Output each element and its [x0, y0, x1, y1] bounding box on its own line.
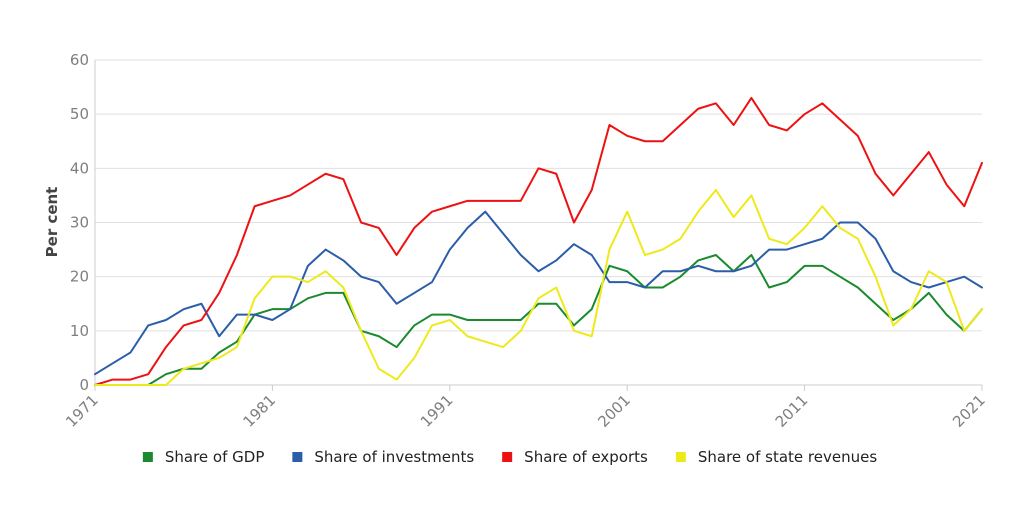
legend: Share of GDP Share of investments Share of…	[142, 448, 877, 466]
y-tick-label: 60	[70, 51, 89, 69]
y-tick-label: 10	[70, 322, 89, 340]
series-line-share-of-state-revenues	[94, 189, 983, 386]
y-tick-label: 0	[79, 376, 89, 394]
y-tick-label: 40	[70, 159, 89, 177]
legend-label: Share of investments	[314, 448, 474, 466]
legend-label: Share of exports	[524, 448, 648, 466]
x-tick-label: 2021	[949, 391, 989, 431]
axes: 0 10 20 30 40 50 60 1971 1981 1991 2001 2011 2021	[62, 51, 989, 431]
y-tick-label: 50	[70, 105, 89, 123]
series-lines	[94, 96, 983, 386]
legend-swatch	[502, 452, 513, 462]
series-line-share-of-investments	[94, 210, 983, 376]
legend-item[interactable]: Share of exports	[502, 448, 648, 466]
legend-item[interactable]: Share of GDP	[142, 448, 265, 466]
legend-item[interactable]: Share of state revenues	[675, 448, 877, 466]
legend-item[interactable]: Share of investments	[292, 448, 474, 466]
legend-swatch	[142, 452, 153, 462]
x-tick-label: 1981	[239, 391, 279, 431]
y-tick-label: 20	[70, 268, 89, 286]
series-line-share-of-exports	[94, 96, 983, 386]
x-tick-label: 1971	[62, 391, 102, 431]
legend-label: Share of state revenues	[698, 448, 877, 466]
legend-swatch	[292, 452, 303, 462]
y-tick-label: 30	[70, 214, 89, 232]
y-axis-label: Per cent	[43, 187, 61, 258]
legend-label: Share of GDP	[165, 448, 265, 466]
legend-swatch	[675, 452, 686, 462]
x-tick-label: 2011	[772, 391, 812, 431]
x-tick-label: 1991	[417, 391, 457, 431]
x-tick-label: 2001	[594, 391, 634, 431]
